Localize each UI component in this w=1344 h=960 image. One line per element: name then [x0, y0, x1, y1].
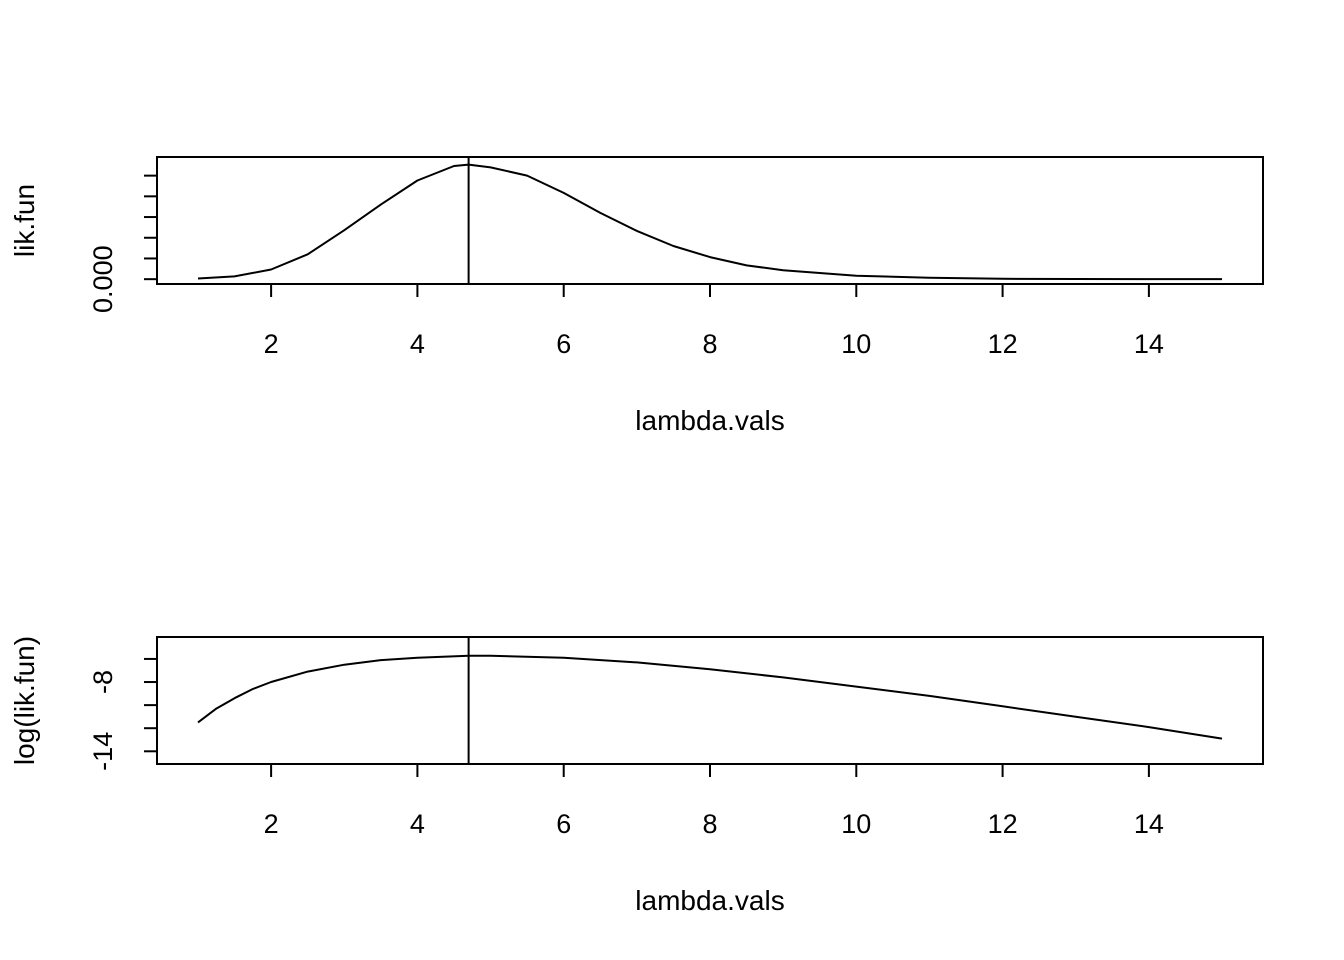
x-tick-label: 12	[988, 329, 1018, 359]
y-axis-title: lik.fun	[9, 184, 40, 257]
plot-frame	[156, 156, 1264, 285]
y-tick-label: -14	[88, 732, 118, 771]
x-tick-label: 14	[1134, 809, 1164, 839]
x-tick-label: 10	[841, 809, 871, 839]
panel-likelihood: 2 4 6 8 10 12 14 0.000 lambda.vals lik.fun	[9, 156, 1264, 436]
y-tick-label: 0.000	[88, 245, 118, 313]
x-axis-title: lambda.vals	[635, 405, 784, 436]
x-axis-title: lambda.vals	[635, 885, 784, 916]
x-tick-label: 2	[264, 809, 279, 839]
series-line	[197, 163, 1222, 281]
x-tick-label: 8	[702, 329, 717, 359]
x-tick-label: 10	[841, 329, 871, 359]
panel-log-likelihood: 2 4 6 8 10 12 14 -14 -8 lambda.vals log(lik.fun)	[9, 636, 1264, 916]
x-tick-label: 6	[556, 809, 571, 839]
x-tick-label: 8	[702, 809, 717, 839]
x-tick-label: 4	[410, 809, 425, 839]
y-axis-title: log(lik.fun)	[9, 636, 40, 765]
x-tick-label: 12	[988, 809, 1018, 839]
series-line	[197, 654, 1223, 740]
x-tick-label: 6	[556, 329, 571, 359]
x-tick-label: 14	[1134, 329, 1164, 359]
plot-frame	[156, 636, 1264, 765]
x-tick-label: 2	[264, 329, 279, 359]
x-tick-label: 4	[410, 329, 425, 359]
y-tick-label: -8	[88, 670, 118, 694]
